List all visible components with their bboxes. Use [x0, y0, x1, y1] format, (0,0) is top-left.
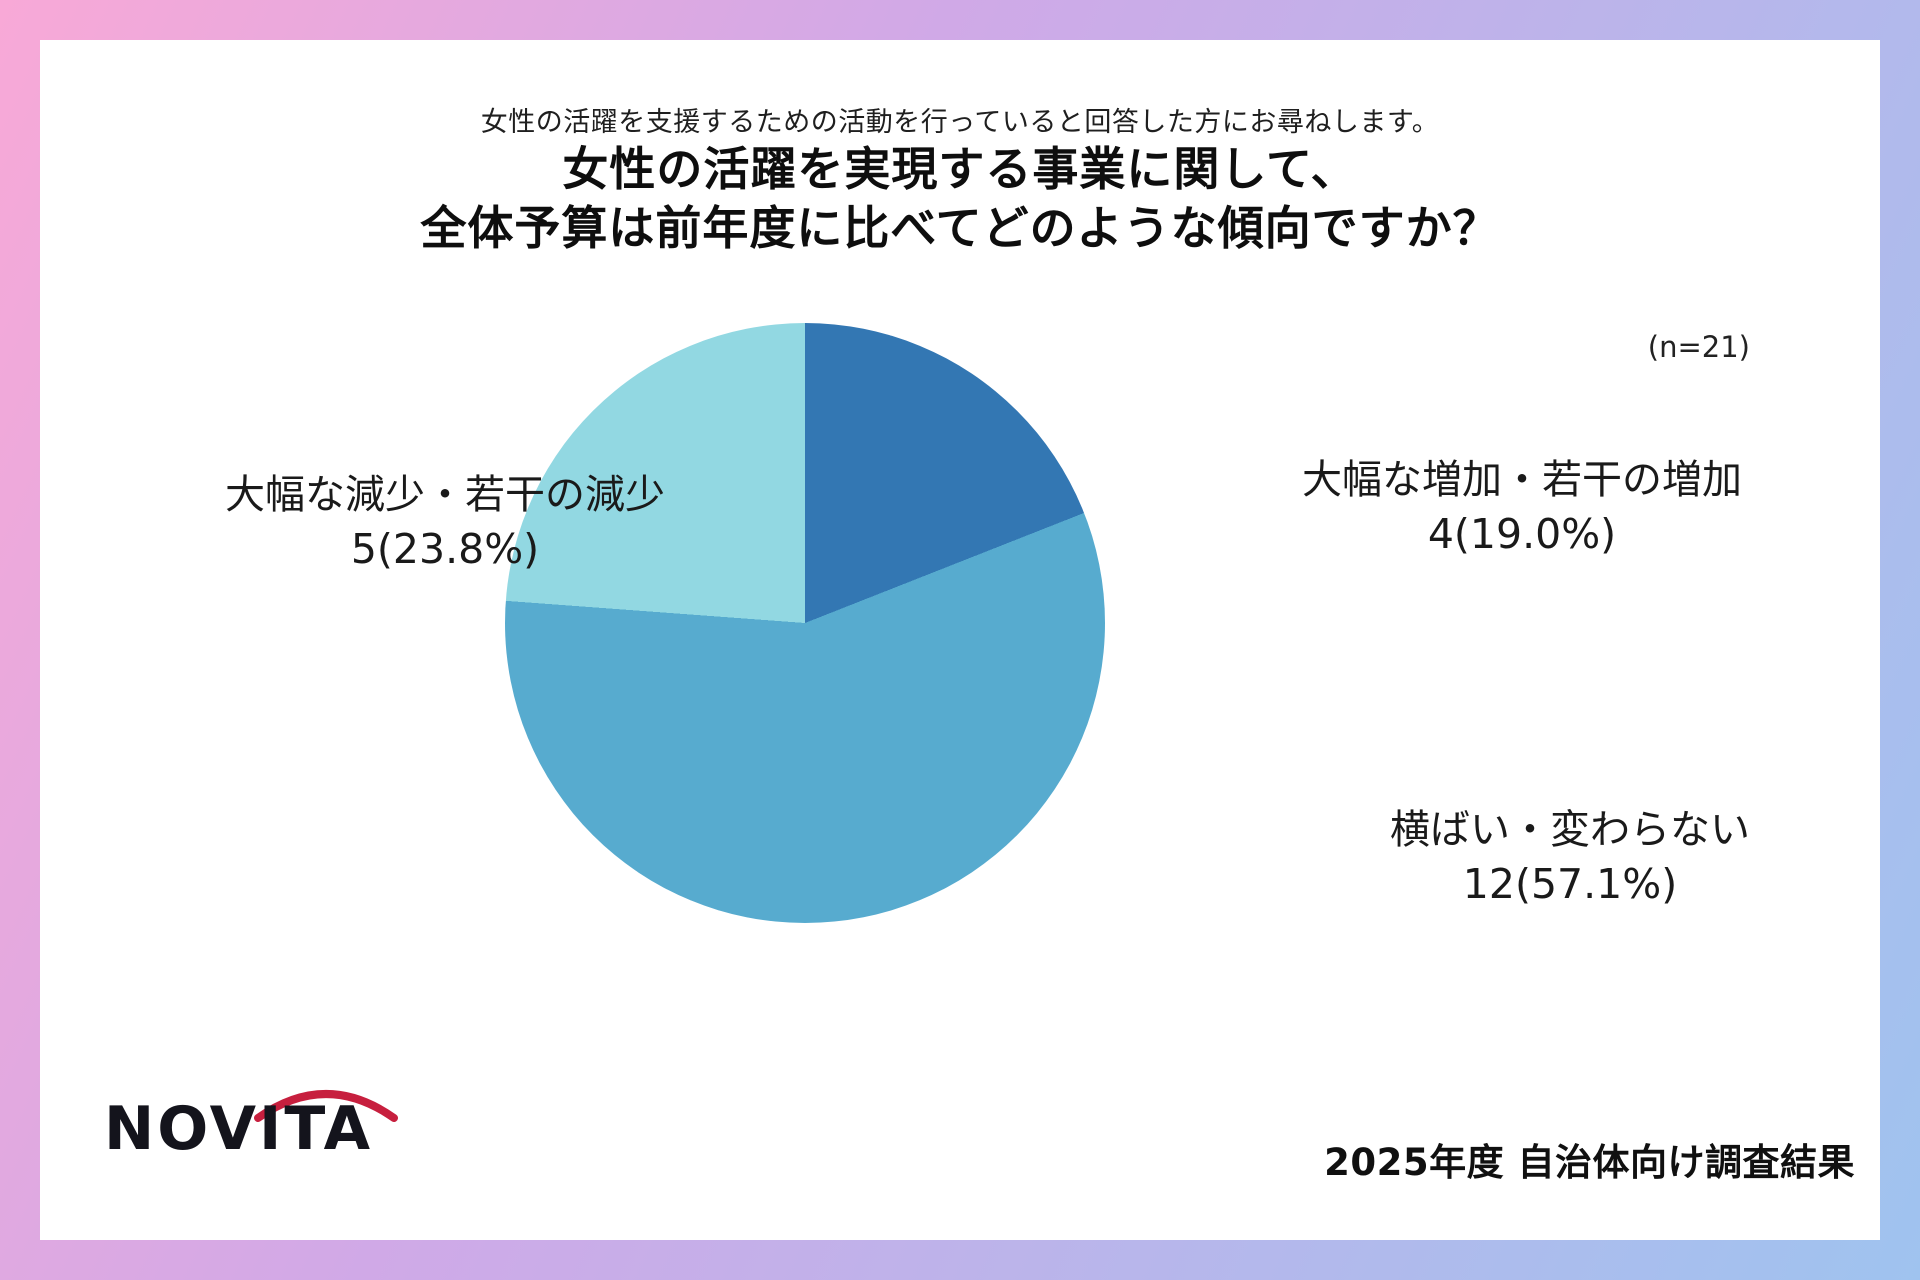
pie-label-decrease-value: 5(23.8%)	[350, 525, 540, 573]
pie-label-increase-value: 4(19.0%)	[1427, 510, 1617, 558]
pie-label-decrease-text: 大幅な減少・若干の減少	[225, 472, 665, 518]
page-title-line1: 女性の活躍を実現する事業に関して、	[562, 142, 1358, 196]
pie-label-flat-value: 12(57.1%)	[1462, 860, 1678, 908]
page-title-line2: 全体予算は前年度に比べてどのような傾向ですか？	[420, 201, 1500, 255]
pie-chart	[505, 323, 1105, 923]
pie-label-increase: 大幅な増加・若干の増加 4(19.0%)	[1232, 453, 1812, 561]
survey-source-caption: 2025年度 自治体向け調査結果	[1324, 1141, 1855, 1184]
pie-label-flat-text: 横ばい・変わらない	[1390, 807, 1750, 853]
logo-wordmark: NOVITA	[104, 1094, 374, 1164]
pie-label-increase-text: 大幅な増加・若干の増加	[1302, 457, 1742, 503]
page-title: 女性の活躍を実現する事業に関して、 全体予算は前年度に比べてどのような傾向ですか…	[40, 140, 1880, 258]
survey-question-intro: 女性の活躍を支援するための活動を行っていると回答した方にお尋ねします。	[480, 107, 1440, 138]
sample-size-note: (n=21)	[1647, 330, 1750, 364]
pie-label-decrease: 大幅な減少・若干の減少 5(23.8%)	[160, 468, 730, 576]
pie-label-flat: 横ばい・変わらない 12(57.1%)	[1270, 803, 1870, 911]
content-card: 女性の活躍を支援するための活動を行っていると回答した方にお尋ねします。 女性の活…	[40, 40, 1880, 1240]
logo-red-arc-icon	[254, 1090, 398, 1122]
novita-logo: NOVITA	[104, 1078, 464, 1208]
